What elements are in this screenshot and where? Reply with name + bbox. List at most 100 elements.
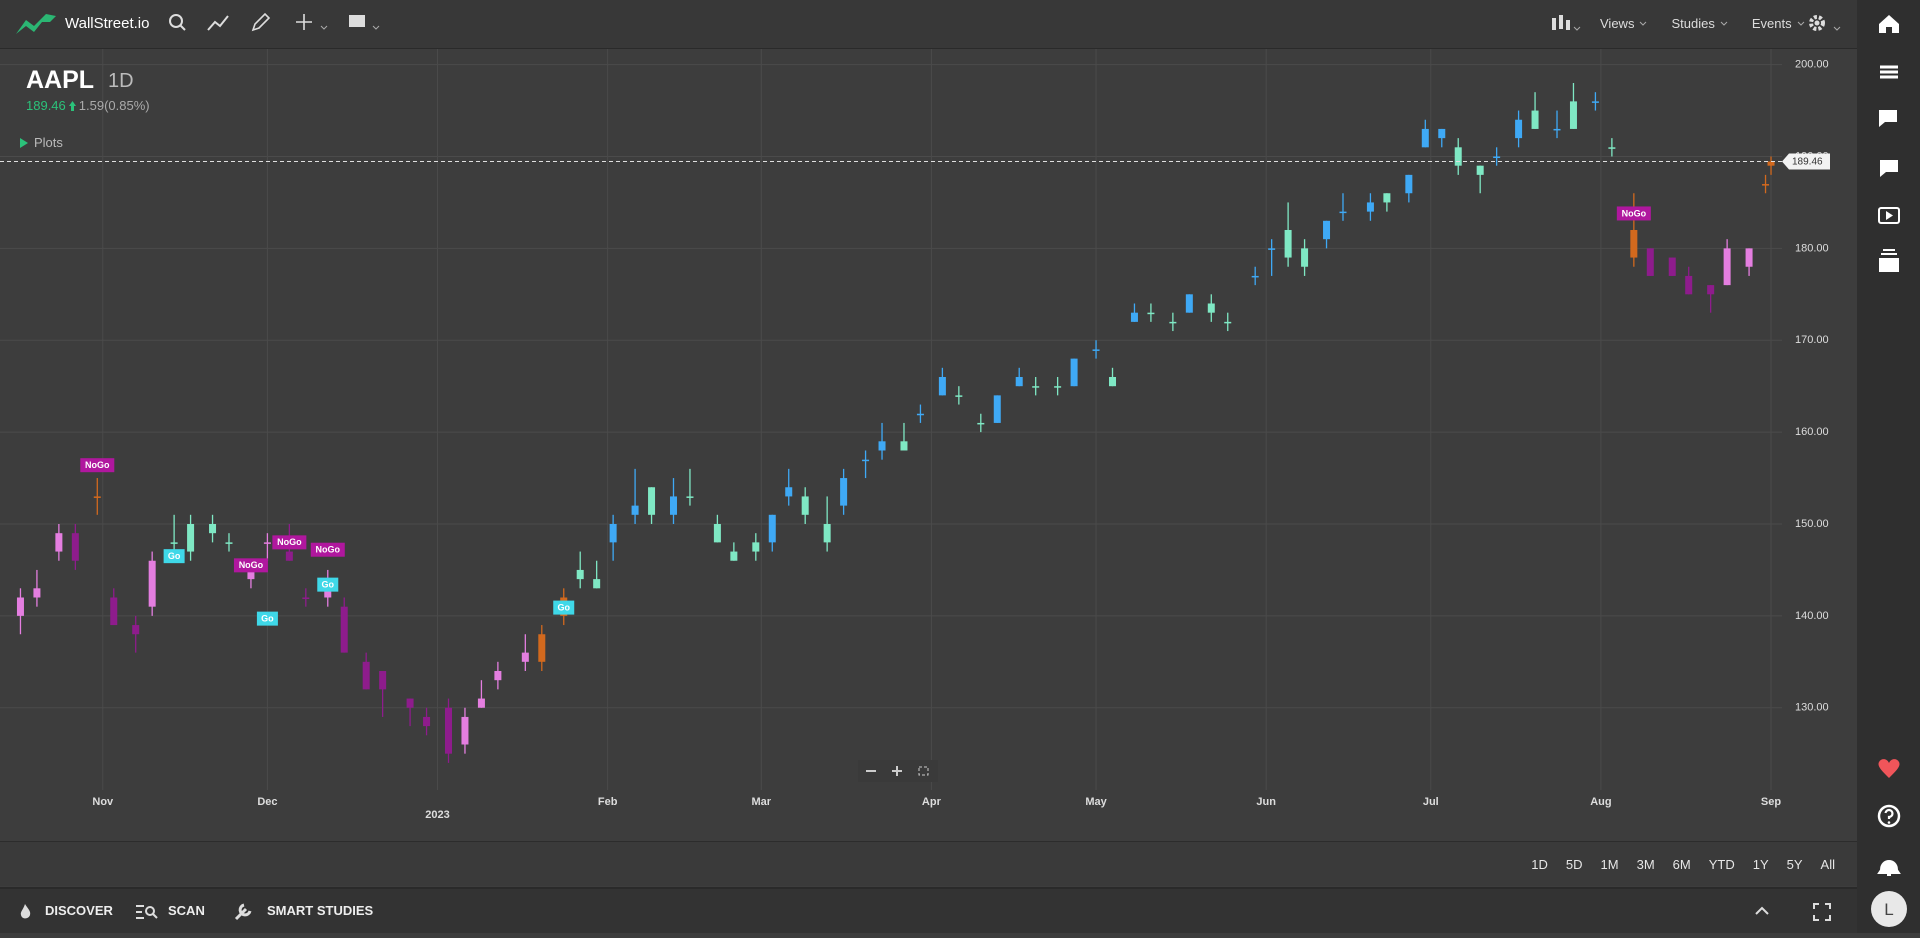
menu-bar: Views Studies Events [1600,16,1805,31]
candle-body [955,395,963,397]
candle-body [878,441,886,451]
candle-body [593,579,601,589]
candle-body [713,523,721,543]
candle-body [977,422,985,425]
nav-item[interactable]: DISCOVER [45,903,113,918]
plots-label: Plots [34,135,63,150]
range-button[interactable]: 3M [1636,856,1655,872]
candle-body [302,597,310,599]
candle-body [1531,110,1539,129]
signal-badge [1616,206,1651,221]
y-tick-label: 140.00 [1795,610,1829,622]
candle-body [1147,312,1155,315]
candle-body [1745,248,1753,267]
candle-body [1383,193,1391,203]
candle-body [1668,257,1676,276]
signal-badge [272,535,307,550]
range-bar: 1D 5D 1M 3M 6M YTD 1Y 5Y All [0,841,1857,886]
settings-icon[interactable] [1806,12,1846,36]
candle-body [71,533,79,561]
quote: 189.46 1.59(0.85%) [26,98,150,113]
candle-body [1646,248,1654,276]
plots-toggle[interactable]: Plots [20,135,63,150]
range-button[interactable]: 1M [1600,856,1619,872]
candle-body [1569,101,1577,129]
signal-label: Go [168,551,181,561]
x-tick-label: Apr [922,796,942,808]
signal-badge [233,558,268,573]
menu-item[interactable]: Events [1752,16,1805,31]
candle-body [1092,349,1100,351]
candle-body [1608,147,1616,149]
candle-body [477,698,485,708]
menu-caret [1720,21,1728,26]
panel-controls[interactable] [1752,901,1832,921]
menu-caret [1640,21,1647,26]
candle-body [16,597,24,616]
range-button[interactable]: 1D [1531,856,1548,872]
candle-body [752,542,760,552]
bottom-nav: DISCOVER SCAN SMART STUDIES [0,887,1857,933]
symbol: AAPL [26,66,95,94]
range-button[interactable]: 6M [1672,856,1691,872]
range-button[interactable]: 5D [1565,856,1583,872]
x-tick-label: Feb [598,796,618,808]
x-tick-label: Nov [92,796,114,808]
signal-badge [256,611,278,626]
price-chart: 130.00140.00150.00160.00170.00180.00190.… [0,49,1830,821]
candle-body [1493,156,1501,158]
candle-body [730,551,738,561]
range-button[interactable]: 1Y [1752,856,1769,872]
signal-label: Go [557,602,570,612]
candle-body [631,505,639,515]
signal-badge [317,577,339,592]
nav-item[interactable]: SMART STUDIES [267,903,374,918]
x-tick-label: May [1085,796,1107,808]
y-tick-label: 130.00 [1795,702,1829,714]
candle-body [1421,128,1429,148]
candle-body [1515,119,1523,139]
candle-body [1476,165,1484,175]
candle-body [1109,376,1117,387]
interval: 1D [108,70,134,92]
menu-item[interactable]: Views [1600,16,1647,31]
candle-body [576,569,584,580]
menu-label: Studies [1671,16,1715,31]
candle-body [669,496,677,515]
candle-body [247,569,255,580]
signal-label: Go [322,580,335,590]
candle-body [1251,275,1259,278]
candle-body [1207,303,1215,313]
x-tick-label: Jul [1423,796,1439,808]
change: 1.59(0.85%) [78,98,150,113]
candle-body [1438,128,1446,139]
candle-body [1070,358,1078,387]
candle-body [379,670,387,690]
candle-body [785,487,793,497]
signal-label: NoGo [316,545,341,555]
candle-body [900,441,908,451]
zoom-controls[interactable] [858,760,938,782]
menu-item[interactable]: Studies [1671,16,1728,31]
candle-body [263,542,271,544]
range-button[interactable]: YTD [1708,856,1735,872]
candle-body [209,523,217,534]
candle-body [648,487,656,515]
candle-body [1707,285,1715,295]
nav-item[interactable]: SCAN [168,903,205,918]
range-button[interactable]: 5Y [1786,856,1803,872]
chart-type-icon[interactable] [1548,12,1582,36]
candle-body [823,523,831,543]
candle-body [1685,275,1693,295]
candle-body [1591,101,1599,103]
range-button[interactable]: All [1820,856,1835,872]
x-tick-label: Mar [752,796,772,808]
user-initial[interactable]: L [1884,900,1894,919]
candle-body [938,376,946,396]
sidebar-icons [1871,15,1907,927]
candle-body [1301,248,1309,267]
x-tick-label: Dec [257,796,277,808]
candle-body [1339,211,1347,214]
nav-icons [20,903,252,921]
